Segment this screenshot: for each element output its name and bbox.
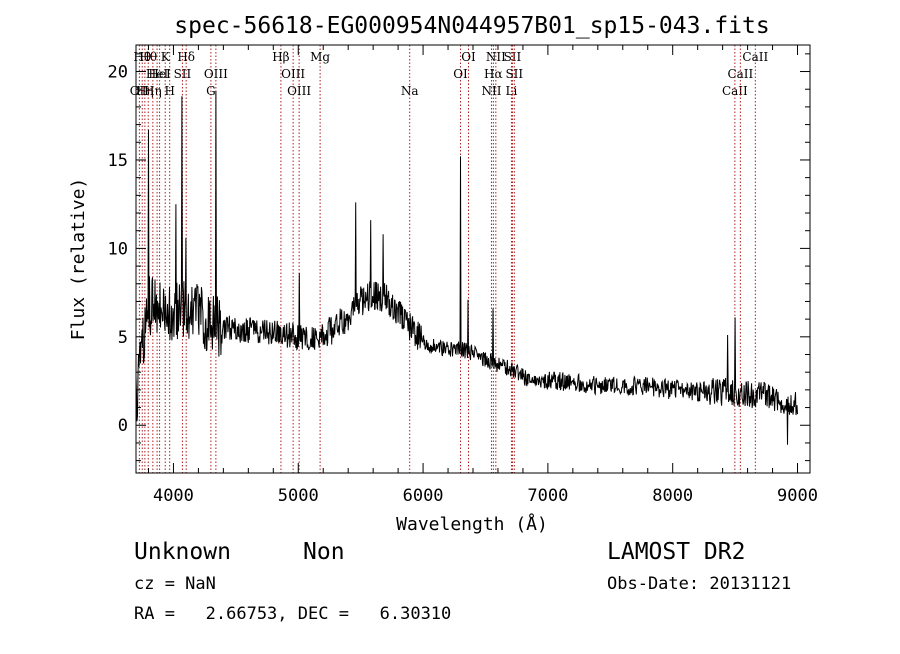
spectral-line-label: HeI	[148, 67, 171, 81]
spectral-line-label: HeI	[146, 67, 169, 81]
spectral-line-label: OIII	[204, 67, 228, 81]
spectral-line-label: H	[164, 84, 174, 98]
x-tick-label: 5000	[278, 486, 319, 506]
spectral-line-label: Hθ	[139, 50, 157, 64]
coordinates-text: RA = 2.66753, DEC = 6.30310	[134, 604, 452, 624]
axes: 4000 5000 6000 7000 8000 9000 0 5 10 15 20	[108, 45, 818, 506]
x-tick-label: 7000	[527, 486, 568, 506]
spectrum-series	[135, 90, 798, 445]
spectral-line-label: SII	[505, 67, 523, 81]
y-axis-label: Flux (relative)	[68, 178, 89, 341]
spectral-line-label: NII	[481, 84, 501, 98]
y-tick-label: 10	[108, 239, 128, 259]
survey-label: LAMOST DR2	[607, 539, 746, 565]
spectral-line-label: Mg	[310, 50, 330, 64]
spectral-line-label: Hη	[136, 84, 154, 98]
y-tick-label: 15	[108, 151, 128, 171]
spectral-line-label: CaII	[742, 50, 768, 64]
y-tick-label: 0	[118, 416, 128, 436]
chart-title: spec-56618-EG000954N044957B01_sp15-043.f…	[174, 13, 769, 39]
spectral-line-label: OI	[453, 67, 468, 81]
spectral-line-label: G	[206, 84, 216, 98]
spectral-line-label: Hδ	[177, 50, 195, 64]
spectral-line-label: CaII	[722, 84, 748, 98]
redshift-text: cz = NaN	[134, 574, 216, 594]
spectral-line-label: K	[161, 50, 171, 64]
spectral-line-label: CaII	[727, 67, 753, 81]
x-tick-label: 8000	[652, 486, 693, 506]
spectral-line-label: OIII	[281, 67, 305, 81]
spectral-line-label: OI	[461, 50, 476, 64]
spectral-line-label: NII	[486, 50, 506, 64]
spectral-line-label: Hη	[144, 84, 162, 98]
spectral-line-label: Hβ	[272, 50, 289, 64]
spectral-line-markers: OIIHθHηHθHηHeIHeIKHSIIHδGOIIIHβOIIIOIIIM…	[130, 45, 768, 473]
x-tick-label: 9000	[777, 486, 818, 506]
spectral-line-label: OIII	[287, 84, 311, 98]
spectrum-line	[135, 90, 798, 445]
spectral-line-label: SII	[174, 67, 192, 81]
spectral-line-label: Hα	[484, 67, 503, 81]
x-tick-label: 4000	[153, 486, 194, 506]
x-tick-label: 6000	[403, 486, 444, 506]
y-tick-label: 20	[108, 63, 128, 83]
spectral-line-label: Na	[401, 84, 419, 98]
plot-frame	[135, 44, 811, 474]
subclass-label: Non	[303, 539, 345, 565]
spectral-line-label: Li	[506, 84, 518, 98]
class-label: Unknown	[134, 539, 231, 565]
spectral-line-label: SII	[504, 50, 522, 64]
y-tick-label: 5	[118, 328, 128, 348]
x-axis-label: Wavelength (Å)	[396, 513, 548, 535]
obs-date-text: Obs-Date: 20131121	[607, 574, 792, 594]
